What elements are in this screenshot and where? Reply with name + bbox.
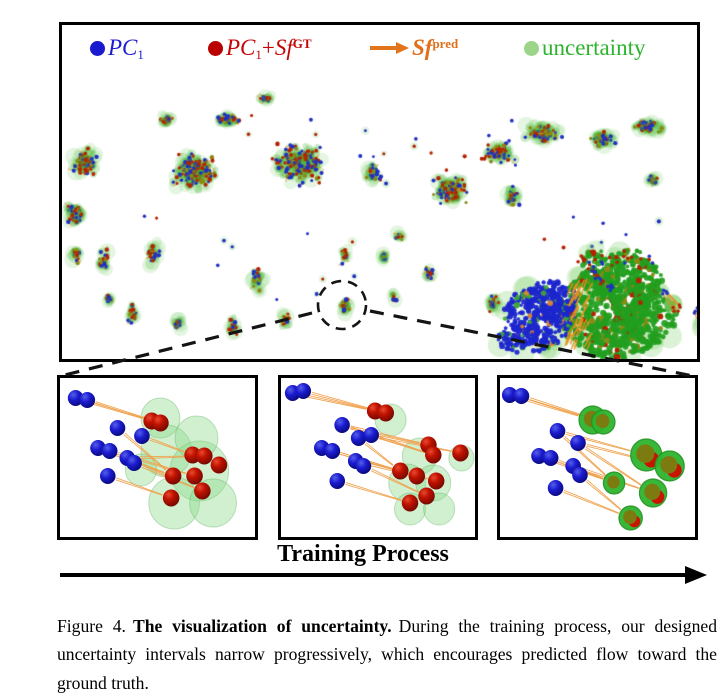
pc1-label: PC1: [108, 35, 144, 62]
pc1-sfgt-dot-icon: [208, 40, 223, 56]
zoom-panel-early-training: [57, 375, 258, 540]
sf-pred-label: Sfpred: [412, 35, 459, 60]
zoom-panel-mid-training: [278, 375, 478, 540]
training-process-label: Training Process: [277, 541, 449, 567]
uncertainty-dot-icon: [524, 40, 539, 56]
uncertainty-label: uncertainty: [542, 35, 646, 60]
zoom-panel-late-training: [497, 375, 698, 540]
caption-body: During the training process, our designe…: [57, 615, 718, 693]
caption-title: The visualization of uncertainty.: [132, 615, 392, 636]
legend-item-sf-pred: Sfpred: [368, 31, 458, 65]
pc1-dot-icon: [90, 40, 105, 56]
point-cloud-scene-panel: PC1 PC1+SfGT Sfpred uncertainty: [59, 22, 700, 362]
caption-figure-number: Figure 4.: [57, 615, 126, 636]
legend-item-uncertainty: uncertainty: [524, 31, 645, 65]
figure-caption: Figure 4. The visualization of uncertaint…: [57, 612, 717, 698]
point-cloud-canvas: [62, 25, 697, 359]
training-process-arrow: [60, 566, 707, 584]
legend-item-pc1: PC1: [90, 31, 144, 65]
pc1-sfgt-label: PC1+SfGT: [226, 35, 312, 62]
sf-pred-arrow-icon: [370, 42, 409, 54]
legend-item-pc1-sfgt: PC1+SfGT: [208, 31, 312, 65]
